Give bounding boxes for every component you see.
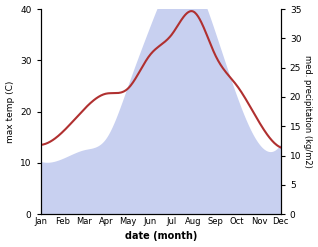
X-axis label: date (month): date (month) — [125, 231, 197, 242]
Y-axis label: med. precipitation (kg/m2): med. precipitation (kg/m2) — [303, 55, 313, 168]
Y-axis label: max temp (C): max temp (C) — [5, 80, 15, 143]
